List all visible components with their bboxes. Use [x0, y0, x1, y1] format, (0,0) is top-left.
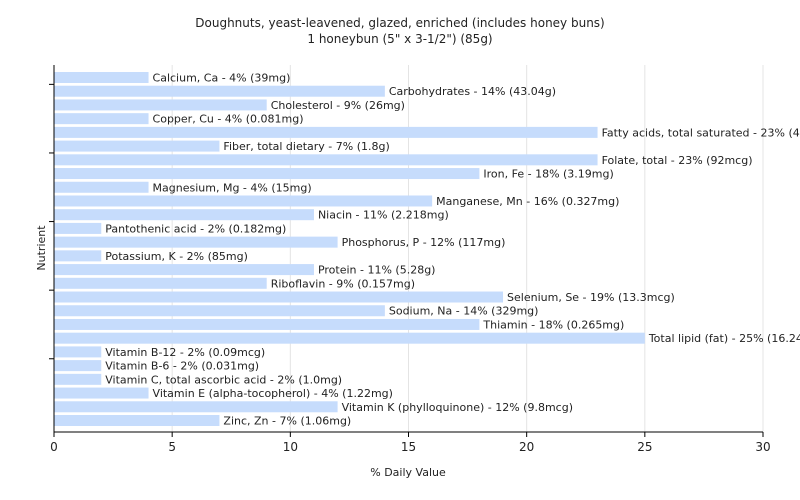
bar — [54, 126, 598, 138]
x-tick-label: 30 — [755, 440, 770, 454]
bar — [54, 85, 385, 97]
grid-lines — [171, 65, 764, 432]
bar-label: Pantothenic acid - 2% (0.182mg) — [105, 222, 286, 235]
bar-label: Fiber, total dietary - 7% (1.8g) — [223, 140, 389, 153]
bar — [54, 277, 267, 289]
bar — [54, 140, 220, 152]
bar-label: Copper, Cu - 4% (0.081mg) — [153, 113, 304, 126]
bar — [54, 154, 598, 166]
bar — [54, 99, 267, 111]
bar-label: Selenium, Se - 19% (13.3mcg) — [507, 291, 675, 304]
bar — [54, 236, 338, 248]
bar — [54, 305, 385, 317]
x-axis-title: % Daily Value — [370, 466, 446, 479]
bar — [54, 72, 149, 83]
axes: 0 5 10 15 20 25 30 — [49, 65, 771, 454]
bar-label: Protein - 11% (5.28g) — [318, 264, 436, 277]
bar-label: Zinc, Zn - 7% (1.06mg) — [223, 415, 351, 428]
x-tick-label: 5 — [168, 440, 176, 454]
bar — [54, 222, 102, 234]
bar — [54, 181, 149, 193]
x-tick-label: 15 — [401, 440, 416, 454]
bar-label: Phosphorus, P - 12% (117mg) — [342, 236, 506, 249]
bar-label: Total lipid (fat) - 25% (16.24g) — [648, 332, 800, 345]
y-axis-title: Nutrient — [35, 225, 48, 271]
bar — [54, 360, 102, 372]
bar-label: Vitamin C, total ascorbic acid - 2% (1.0… — [105, 373, 342, 386]
bar — [54, 113, 149, 125]
bar — [54, 332, 645, 344]
bar-label: Magnesium, Mg - 4% (15mg) — [153, 181, 312, 194]
bar-label: Carbohydrates - 14% (43.04g) — [389, 85, 556, 98]
bar — [54, 195, 433, 207]
bar-label: Potassium, K - 2% (85mg) — [105, 250, 248, 263]
bar-label: Vitamin K (phylloquinone) - 12% (9.8mcg) — [342, 401, 573, 414]
x-tick-label: 0 — [50, 440, 58, 454]
bar — [54, 401, 338, 413]
bars — [54, 72, 645, 426]
bar-label: Cholesterol - 9% (26mg) — [271, 99, 405, 112]
bar-label: Calcium, Ca - 4% (39mg) — [153, 72, 291, 85]
x-tick-label: 10 — [283, 440, 298, 454]
bar-label: Folate, total - 23% (92mcg) — [602, 154, 753, 167]
bar — [54, 373, 102, 385]
bar-label: Sodium, Na - 14% (329mg) — [389, 305, 539, 318]
chart-subtitle: 1 honeybun (5" x 3-1/2") (85g) — [307, 32, 493, 46]
bar — [54, 250, 102, 262]
bar-label: Vitamin B-6 - 2% (0.031mg) — [105, 360, 259, 373]
bar — [54, 387, 149, 399]
bar — [54, 318, 480, 330]
x-tick-label: 25 — [637, 440, 652, 454]
bar-label: Manganese, Mn - 16% (0.327mg) — [436, 195, 619, 208]
bar — [54, 209, 314, 221]
bar-label: Riboflavin - 9% (0.157mg) — [271, 277, 415, 290]
bar — [54, 415, 220, 426]
chart-title: Doughnuts, yeast-leavened, glazed, enric… — [195, 16, 605, 30]
bar-labels: Calcium, Ca - 4% (39mg) Carbohydrates - 1… — [105, 72, 800, 428]
bar-label: Fatty acids, total saturated - 23% (4.62… — [602, 126, 800, 139]
bar-label: Vitamin B-12 - 2% (0.09mcg) — [105, 346, 265, 359]
x-tick-label: 20 — [519, 440, 534, 454]
bar — [54, 264, 314, 276]
bar — [54, 291, 504, 303]
bar-label: Vitamin E (alpha-tocopherol) - 4% (1.22m… — [153, 387, 393, 400]
bar — [54, 346, 102, 358]
bar-label: Niacin - 11% (2.218mg) — [318, 209, 449, 222]
bar-label: Thiamin - 18% (0.265mg) — [482, 318, 624, 331]
bar — [54, 168, 480, 180]
bar-label: Iron, Fe - 18% (3.19mg) — [483, 168, 613, 181]
